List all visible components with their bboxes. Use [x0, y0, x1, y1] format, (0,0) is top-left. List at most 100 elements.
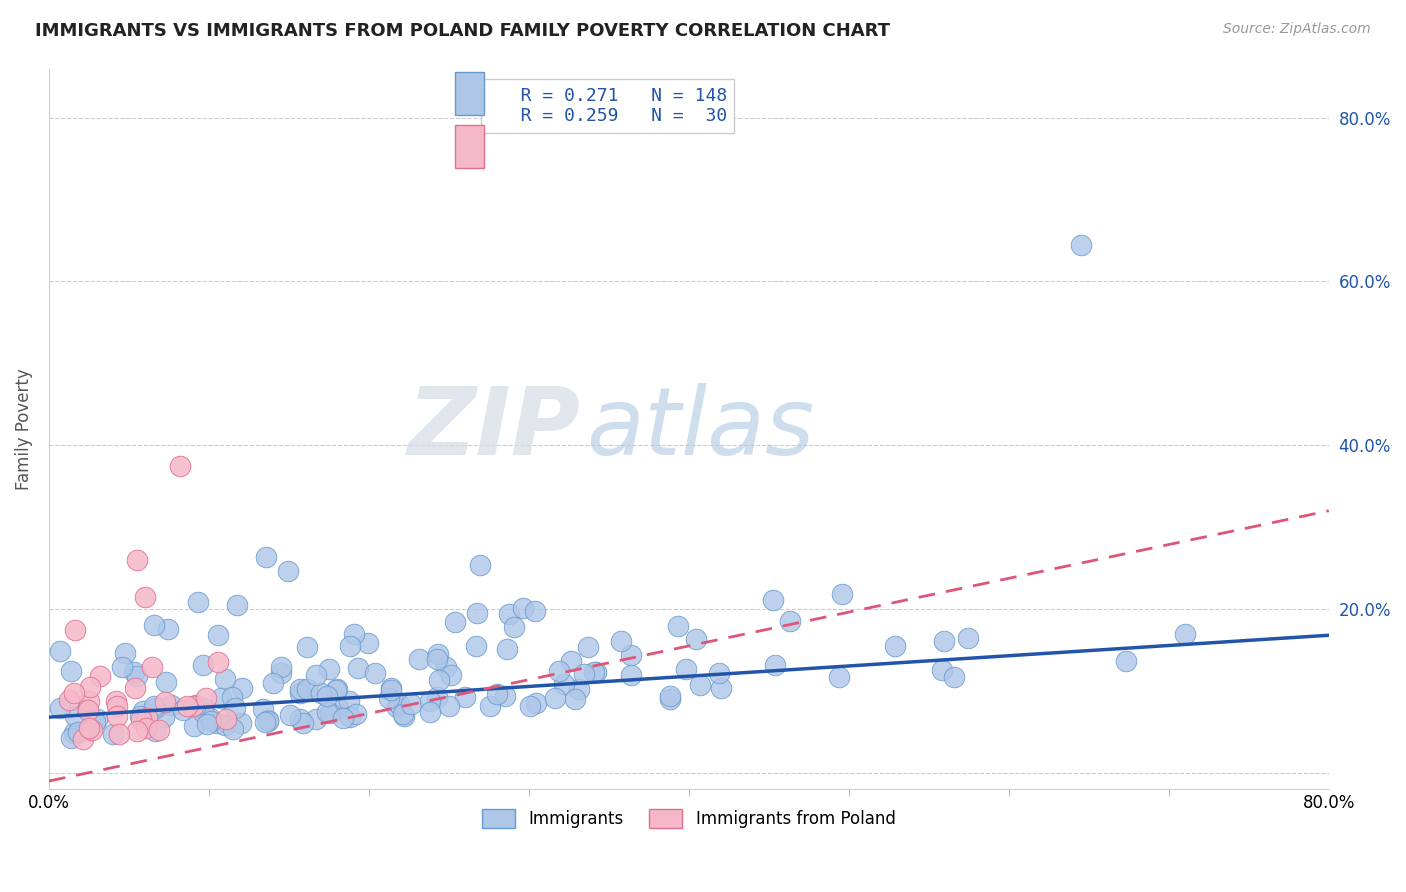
Point	[207, 656, 229, 670]
Point	[270, 666, 292, 681]
Text: ZIP: ZIP	[408, 383, 581, 475]
Point	[141, 660, 163, 674]
Point	[568, 681, 591, 696]
Point	[108, 727, 131, 741]
Point	[254, 550, 277, 565]
Point	[392, 706, 415, 721]
Point	[125, 669, 148, 683]
Text: Source: ZipAtlas.com: Source: ZipAtlas.com	[1223, 22, 1371, 37]
Point	[337, 694, 360, 708]
Point	[257, 713, 280, 727]
Point	[122, 665, 145, 680]
Point	[169, 458, 191, 473]
Point	[332, 710, 354, 724]
Text: atlas: atlas	[586, 384, 814, 475]
Point	[426, 690, 449, 704]
Point	[675, 662, 697, 676]
Point	[934, 634, 956, 648]
Point	[620, 648, 643, 662]
FancyBboxPatch shape	[454, 125, 484, 168]
Point	[666, 618, 689, 632]
Point	[585, 665, 607, 679]
Point	[309, 686, 332, 700]
Point	[495, 642, 517, 657]
Point	[512, 601, 534, 615]
Point	[193, 658, 215, 673]
Point	[1070, 237, 1092, 252]
Point	[325, 682, 347, 697]
Point	[288, 712, 311, 726]
Point	[931, 663, 953, 677]
Point	[494, 690, 516, 704]
Point	[257, 714, 280, 728]
Point	[779, 614, 801, 628]
Point	[63, 726, 86, 740]
Point	[339, 709, 361, 723]
Point	[831, 586, 853, 600]
Point	[399, 697, 422, 711]
Point	[207, 628, 229, 642]
Point	[957, 632, 980, 646]
Point	[485, 687, 508, 701]
Point	[479, 699, 502, 714]
Point	[194, 690, 217, 705]
Point	[76, 703, 98, 717]
Point	[465, 639, 488, 653]
Point	[153, 694, 176, 708]
Point	[270, 660, 292, 674]
Point	[519, 699, 541, 714]
Point	[943, 670, 966, 684]
Point	[827, 669, 849, 683]
Point	[143, 618, 166, 632]
Point	[143, 724, 166, 739]
Point	[465, 607, 488, 621]
Point	[107, 698, 129, 713]
Point	[553, 677, 575, 691]
Point	[576, 640, 599, 654]
Point	[66, 725, 89, 739]
Point	[380, 681, 402, 695]
Point	[135, 711, 157, 725]
Point	[224, 701, 246, 715]
Point	[231, 715, 253, 730]
Point	[80, 723, 103, 737]
Point	[263, 675, 285, 690]
Point	[134, 590, 156, 604]
Point	[364, 666, 387, 681]
Point	[710, 681, 733, 695]
Point	[59, 731, 82, 745]
Point	[160, 698, 183, 712]
Point	[620, 668, 643, 682]
Point	[278, 707, 301, 722]
Point	[193, 705, 215, 719]
Text: IMMIGRANTS VS IMMIGRANTS FROM POLAND FAMILY POVERTY CORRELATION CHART: IMMIGRANTS VS IMMIGRANTS FROM POLAND FAM…	[35, 22, 890, 40]
Point	[143, 701, 166, 715]
Point	[225, 598, 247, 612]
Point	[152, 709, 174, 723]
Point	[346, 661, 368, 675]
Point	[231, 681, 253, 695]
Point	[124, 681, 146, 695]
Point	[547, 664, 569, 678]
Point	[72, 732, 94, 747]
Point	[427, 673, 450, 688]
Point	[325, 681, 347, 696]
Point	[129, 712, 152, 726]
Point	[343, 627, 366, 641]
Y-axis label: Family Poverty: Family Poverty	[15, 368, 32, 490]
Point	[187, 595, 209, 609]
Point	[427, 647, 450, 661]
Point	[125, 553, 148, 567]
Point	[385, 699, 408, 714]
Point	[305, 712, 328, 726]
Point	[1174, 627, 1197, 641]
Point	[610, 634, 633, 648]
Point	[114, 646, 136, 660]
Point	[658, 689, 681, 703]
Point	[155, 675, 177, 690]
Point	[129, 708, 152, 723]
Point	[709, 665, 731, 680]
Point	[572, 667, 595, 681]
Legend: Immigrants, Immigrants from Poland: Immigrants, Immigrants from Poland	[475, 803, 903, 835]
Point	[526, 696, 548, 710]
